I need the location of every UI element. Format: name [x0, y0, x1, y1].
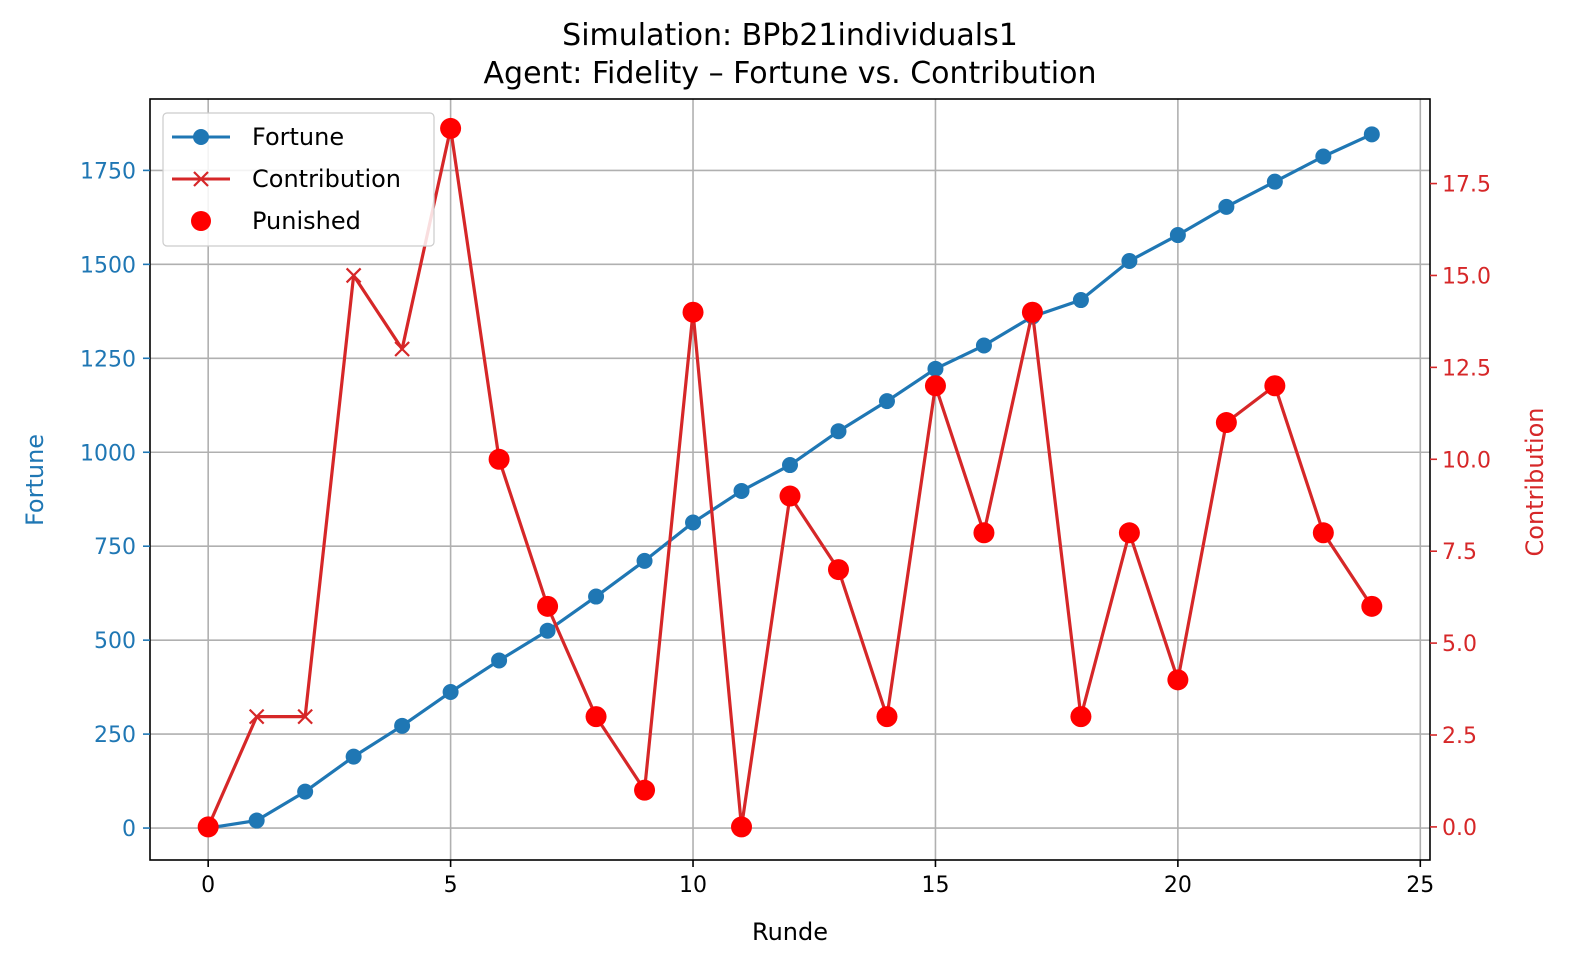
y-left-tick-label: 500: [94, 629, 136, 654]
punished-point: [1167, 669, 1189, 691]
punished-point: [876, 706, 898, 728]
fortune-point: [491, 652, 508, 669]
fortune-point: [1218, 198, 1235, 215]
x-tick-label: 0: [201, 873, 215, 898]
contribution-point: [394, 341, 410, 357]
y-right-tick-label: 15.0: [1442, 264, 1491, 289]
punished-point: [537, 595, 559, 617]
legend-box: [162, 112, 435, 247]
y-left-tick-label: 250: [94, 723, 136, 748]
punished-point: [634, 779, 656, 801]
series-layer: [197, 117, 1383, 838]
legend-punished-marker: [191, 211, 211, 231]
fortune-point: [1072, 292, 1089, 309]
chart-subtitle: Agent: Fidelity – Fortune vs. Contributi…: [484, 56, 1097, 91]
punished-point: [827, 559, 849, 581]
x-axis-label: Runde: [752, 918, 828, 946]
punished-point: [1215, 412, 1237, 434]
contribution-point: [345, 267, 362, 284]
y-axis-left-label: Fortune: [21, 434, 49, 526]
chart-title: Simulation: BPb21individuals1: [562, 18, 1018, 53]
fortune-point: [975, 337, 992, 354]
y-right-tick-label: 12.5: [1442, 356, 1491, 381]
fortune-point: [685, 514, 702, 531]
punished-point: [779, 485, 801, 507]
y-right-tick-label: 2.5: [1442, 724, 1477, 749]
legend-punished-label: Punished: [252, 207, 361, 235]
grid: [150, 99, 1430, 860]
fortune-point: [297, 783, 314, 800]
y-axis-left: 0 250 500 750 1000 1250 1500 1750: [80, 159, 150, 842]
y-left-tick-label: 1000: [80, 441, 136, 466]
fortune-point: [1363, 126, 1380, 143]
fortune-point: [1169, 227, 1186, 244]
fortune-point: [394, 717, 411, 734]
contribution-point: [248, 708, 265, 725]
contribution-point: [297, 708, 313, 725]
y-left-tick-label: 1750: [80, 159, 136, 184]
x-tick-label: 25: [1406, 873, 1434, 898]
punished-point: [1264, 375, 1286, 397]
fortune-point: [782, 457, 798, 474]
y-right-tick-label: 0.0: [1442, 816, 1477, 841]
punished-point: [1361, 595, 1383, 617]
punished-point: [682, 301, 704, 323]
fortune-point: [345, 748, 362, 765]
punished-point: [731, 816, 753, 838]
y-right-tick-label: 7.5: [1442, 540, 1477, 565]
punished-point: [488, 448, 510, 470]
fortune-point: [539, 622, 556, 639]
x-tick-label: 15: [921, 873, 949, 898]
x-tick-label: 10: [679, 873, 707, 898]
x-axis: 0 5 10 15 20 25: [201, 860, 1434, 898]
fortune-point: [927, 360, 944, 377]
punished-point: [1021, 301, 1043, 323]
fortune-point: [878, 393, 895, 410]
legend-fortune-marker: [193, 129, 209, 145]
y-left-tick-label: 750: [94, 535, 136, 560]
y-left-tick-label: 1500: [80, 253, 136, 278]
y-right-tick-label: 17.5: [1442, 173, 1491, 198]
fortune-point: [588, 588, 605, 605]
punished-point: [973, 522, 995, 544]
x-tick-label: 20: [1164, 873, 1192, 898]
legend: Fortune Contribution Punished: [162, 112, 435, 247]
punished-point: [197, 816, 219, 838]
y-left-tick-label: 1250: [80, 347, 136, 372]
legend-contribution-marker: [193, 171, 209, 187]
legend-contribution-label: Contribution: [252, 165, 401, 193]
fortune-point: [1315, 148, 1332, 165]
plot-area-frame: [149, 98, 1431, 861]
punished-point: [440, 117, 462, 139]
y-axis-right-label: Contribution: [1521, 407, 1549, 556]
fortune-point: [733, 482, 750, 499]
punished-point: [1070, 706, 1092, 728]
y-left-tick-label: 0: [122, 817, 136, 842]
y-right-tick-label: 10.0: [1442, 448, 1491, 473]
y-axis-right: 0.0 2.5 5.0 7.5 10.0 12.5 15.0 17.5: [1430, 173, 1491, 841]
fortune-point: [1121, 252, 1138, 269]
x-tick-label: 5: [444, 873, 458, 898]
punished-point: [585, 706, 607, 728]
fortune-point: [248, 812, 265, 829]
fortune-point: [636, 552, 653, 569]
punished-point: [1118, 522, 1140, 544]
fortune-point: [442, 684, 459, 701]
fortune-point: [830, 423, 847, 440]
punished-point: [1312, 522, 1334, 544]
punished-point: [924, 375, 946, 397]
fortune-point: [1266, 173, 1283, 190]
y-right-tick-label: 5.0: [1442, 632, 1477, 657]
legend-fortune-label: Fortune: [252, 123, 344, 151]
